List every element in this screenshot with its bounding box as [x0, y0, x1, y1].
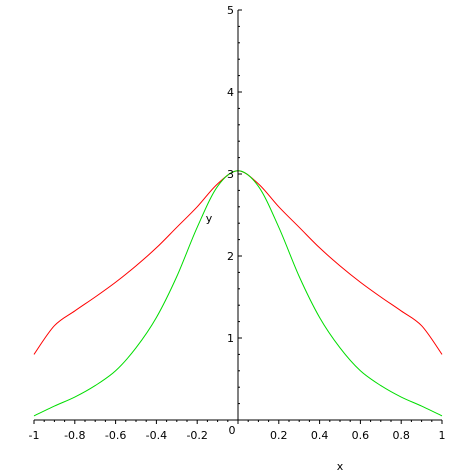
x-tick-label: 0.6	[352, 429, 370, 442]
y-tick-label: 3	[227, 168, 234, 181]
x-tick-label: 0.2	[270, 429, 288, 442]
x-tick-label: -1	[29, 429, 40, 442]
x-tick-label: 0	[229, 424, 236, 437]
x-tick-label: -0.6	[105, 429, 126, 442]
x-tick-label: -0.8	[64, 429, 85, 442]
y-tick-label: 2	[227, 250, 234, 263]
y-tick-label: 1	[227, 332, 234, 345]
x-tick-label: -0.4	[146, 429, 167, 442]
x-ticks: -1 -0.8 -0.6 -0.4 -0.2 0 0.2 0.4 0.6 0.8 1	[29, 420, 446, 442]
y-tick-label: 4	[227, 86, 234, 99]
y-ticks: 1 2 3 4 5	[227, 4, 242, 421]
y-tick-label: 5	[227, 4, 234, 17]
x-tick-label: 1	[439, 429, 446, 442]
y-axis-label: y	[206, 212, 213, 225]
x-tick-label: -0.2	[186, 429, 207, 442]
x-tick-label: 0.4	[311, 429, 329, 442]
x-axis-label: x	[337, 460, 344, 473]
x-tick-label: 0.8	[392, 429, 410, 442]
